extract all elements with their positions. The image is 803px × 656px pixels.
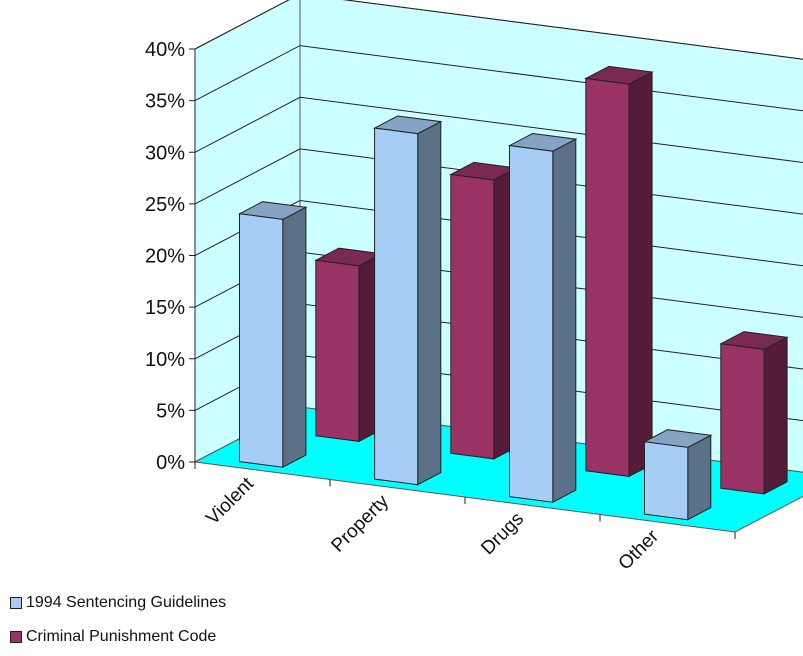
gridline bbox=[194, 96, 803, 164]
bar-0-0 bbox=[239, 213, 284, 468]
legend-item-cpc: Criminal Punishment Code bbox=[10, 628, 216, 646]
y-tick-label: 30% bbox=[145, 142, 185, 164]
gridline bbox=[194, 199, 803, 267]
y-tick-label: 35% bbox=[145, 91, 185, 113]
legend-item-1994: 1994 Sentencing Guidelines bbox=[10, 594, 226, 612]
bar-side-1-3 bbox=[763, 336, 788, 495]
bar-1-3 bbox=[720, 343, 765, 495]
y-axis: 0% 5% 10% 15% 20% 25% 30% 35% 40% bbox=[145, 39, 196, 474]
x-tick-label-violent: Violent bbox=[202, 473, 258, 529]
x-tick-label-property: Property bbox=[327, 491, 393, 557]
legend-label-cpc: Criminal Punishment Code bbox=[26, 628, 217, 645]
legend-label-1994: 1994 Sentencing Guidelines bbox=[26, 594, 227, 611]
bar-0-3 bbox=[644, 441, 689, 521]
y-tick-label: 0% bbox=[156, 452, 185, 474]
y-tick-label: 5% bbox=[156, 400, 185, 422]
y-tick-label: 10% bbox=[145, 349, 185, 371]
x-tick-label-other: Other bbox=[615, 526, 664, 575]
bar-1-1 bbox=[450, 173, 495, 460]
gridline bbox=[194, 0, 803, 60]
bar-side-0-0 bbox=[282, 206, 307, 469]
bar-side-0-1 bbox=[417, 120, 442, 486]
bar-1-0 bbox=[315, 259, 360, 442]
bar-side-1-2 bbox=[628, 71, 653, 478]
gridline bbox=[194, 148, 803, 215]
bar-side-0-2 bbox=[552, 138, 577, 504]
y-tick-label: 20% bbox=[145, 246, 185, 268]
x-tick-label-drugs: Drugs bbox=[477, 508, 528, 559]
gridline bbox=[194, 45, 803, 112]
y-tick-label: 25% bbox=[145, 194, 185, 216]
bar-side-0-3 bbox=[687, 434, 712, 521]
bar-0-2 bbox=[509, 145, 554, 503]
y-tick-label: 40% bbox=[145, 39, 185, 61]
y-tick-label: 15% bbox=[145, 297, 185, 319]
bar-1-2 bbox=[585, 77, 630, 477]
legend-swatch-1994 bbox=[10, 597, 22, 609]
bar-0-1 bbox=[374, 127, 419, 486]
legend-swatch-cpc bbox=[10, 631, 22, 643]
bars bbox=[237, 65, 789, 521]
